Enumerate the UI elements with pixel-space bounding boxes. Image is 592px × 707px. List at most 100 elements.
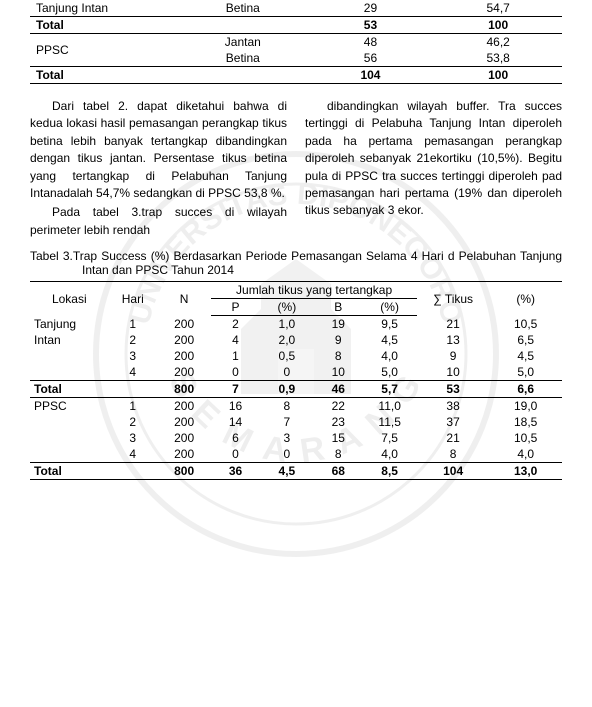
cell-loc	[30, 348, 109, 364]
cell: 200	[157, 348, 211, 364]
cell: 1	[109, 316, 157, 333]
hdr-B: B	[314, 299, 362, 316]
cell: 0,5	[260, 348, 314, 364]
cell: 38	[417, 398, 490, 415]
cell-loc	[30, 446, 109, 463]
cell: 53	[417, 381, 490, 398]
cell-pct: 100	[434, 17, 562, 34]
cell-n: 48	[307, 34, 435, 51]
cell: 4	[109, 446, 157, 463]
cell: 200	[157, 316, 211, 333]
cell: 1	[109, 398, 157, 415]
cell: 13,0	[489, 463, 562, 480]
cell: 1	[211, 348, 259, 364]
cell-loc: Tanjung Intan	[30, 0, 179, 17]
cell: 800	[157, 381, 211, 398]
hdr-N: N	[157, 282, 211, 316]
cell: 0	[211, 364, 259, 381]
cell: 4	[211, 332, 259, 348]
cell	[109, 381, 157, 398]
cell: 18,5	[489, 414, 562, 430]
cell: 37	[417, 414, 490, 430]
cell: 4,5	[260, 463, 314, 480]
cell: 8	[314, 348, 362, 364]
cell: 2	[109, 414, 157, 430]
cell-n: 56	[307, 50, 435, 67]
cell-loc: PPSC	[30, 398, 109, 415]
cell: 4,0	[489, 446, 562, 463]
cell: 6,5	[489, 332, 562, 348]
cell: 15	[314, 430, 362, 446]
cell-loc	[30, 430, 109, 446]
cell: 5,0	[489, 364, 562, 381]
hdr-pct: (%)	[489, 282, 562, 316]
cell: 200	[157, 446, 211, 463]
cell: 5,0	[362, 364, 416, 381]
cell: 7	[260, 414, 314, 430]
cell-total-label: Total	[30, 67, 307, 84]
cell-total-label: Total	[30, 463, 109, 480]
cell: 7,5	[362, 430, 416, 446]
cell: 8,5	[362, 463, 416, 480]
hdr-P: P	[211, 299, 259, 316]
cell: 13	[417, 332, 490, 348]
cell: 16	[211, 398, 259, 415]
cell: 4,5	[362, 332, 416, 348]
cell: 0,9	[260, 381, 314, 398]
cell: 0	[211, 446, 259, 463]
body-columns: Dari tabel 2. dapat diketahui bahwa di k…	[30, 98, 562, 239]
cell-total-label: Total	[30, 381, 109, 398]
cell-loc: Tanjung	[30, 316, 109, 333]
table-row: Tanjung 1 200 2 1,0 19 9,5 21 10,5	[30, 316, 562, 333]
cell: 6,6	[489, 381, 562, 398]
cell: 19	[314, 316, 362, 333]
cell-jk: Betina	[179, 50, 307, 67]
cell: 11,0	[362, 398, 416, 415]
cell: 10	[417, 364, 490, 381]
cell: 4	[109, 364, 157, 381]
cell: 3	[109, 348, 157, 364]
cell: 0	[260, 446, 314, 463]
cell-n: 53	[307, 17, 435, 34]
cell: 6	[211, 430, 259, 446]
cell: 8	[314, 446, 362, 463]
table-row: 2 200 14 7 23 11,5 37 18,5	[30, 414, 562, 430]
cell: 10,5	[489, 430, 562, 446]
hdr-Bpct: (%)	[362, 299, 416, 316]
cell: 200	[157, 364, 211, 381]
hdr-sum: ∑ Tikus	[417, 282, 490, 316]
hdr-Ppct: (%)	[260, 299, 314, 316]
cell: 7	[211, 381, 259, 398]
table-total-row: Total 800 7 0,9 46 5,7 53 6,6	[30, 381, 562, 398]
cell: 8	[417, 446, 490, 463]
cell: 22	[314, 398, 362, 415]
paragraph: Dari tabel 2. dapat diketahui bahwa di k…	[30, 98, 287, 202]
table-2-fragment: Tanjung Intan Betina 29 54,7 Total 53 10…	[30, 0, 562, 84]
cell: 4,0	[362, 446, 416, 463]
paragraph: Pada tabel 3.trap succes di wilayah peri…	[30, 204, 287, 239]
cell: 9	[314, 332, 362, 348]
cell: 0	[260, 364, 314, 381]
table-row: 3 200 1 0,5 8 4,0 9 4,5	[30, 348, 562, 364]
hdr-lokasi: Lokasi	[30, 282, 109, 316]
cell: 11,5	[362, 414, 416, 430]
cell: 14	[211, 414, 259, 430]
left-column: Dari tabel 2. dapat diketahui bahwa di k…	[30, 98, 287, 239]
cell: 4,0	[362, 348, 416, 364]
table-row: 4 200 0 0 10 5,0 10 5,0	[30, 364, 562, 381]
cell: 200	[157, 414, 211, 430]
cell: 104	[417, 463, 490, 480]
cell-pct: 100	[434, 67, 562, 84]
table-3: Lokasi Hari N Jumlah tikus yang tertangk…	[30, 281, 562, 480]
cell: 4,5	[489, 348, 562, 364]
hdr-jumlah: Jumlah tikus yang tertangkap	[211, 282, 417, 299]
cell: 200	[157, 398, 211, 415]
paragraph: dibandingkan wilayah buffer. Tra succes …	[305, 98, 562, 220]
cell: 2	[109, 332, 157, 348]
table-row: PPSC 1 200 16 8 22 11,0 38 19,0	[30, 398, 562, 415]
cell: 2	[211, 316, 259, 333]
table-row: 4 200 0 0 8 4,0 8 4,0	[30, 446, 562, 463]
cell-pct: 53,8	[434, 50, 562, 67]
cell: 10,5	[489, 316, 562, 333]
cell: 68	[314, 463, 362, 480]
